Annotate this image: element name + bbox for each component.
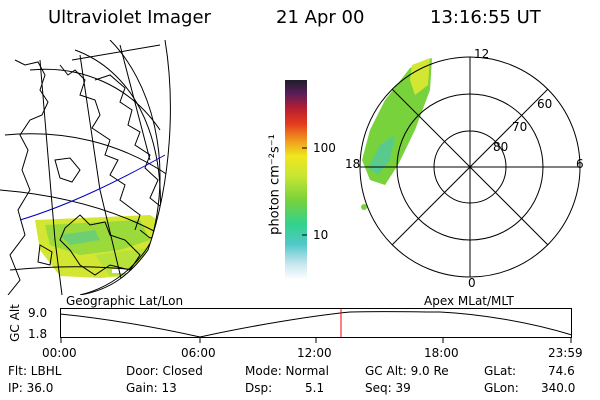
altitude-ylabel: GC Alt xyxy=(8,304,22,342)
colorbar-tick-10: 10 xyxy=(313,228,329,242)
latitude-line xyxy=(19,154,166,221)
status-glat-label: GLat: xyxy=(484,364,517,378)
apex-panel-label: Apex MLat/MLT xyxy=(424,294,514,308)
instrument-title: Ultraviolet Imager xyxy=(48,7,211,28)
status-filter: Flt: LBHL xyxy=(8,364,62,378)
status-mode: Mode: Normal xyxy=(245,364,329,378)
geographic-panel-label: Geographic Lat/Lon xyxy=(66,294,184,308)
status-gc-alt: GC Alt: 9.0 Re xyxy=(365,364,449,378)
colorbar-unit-label: photon cm⁻²s⁻¹ xyxy=(267,134,283,235)
header-date: 21 Apr 00 xyxy=(276,7,365,28)
color-scale-bar xyxy=(285,80,307,280)
altitude-xtick-0600: 06:00 xyxy=(181,346,216,360)
lat-label-70: 70 xyxy=(512,120,528,134)
status-door: Door: Closed xyxy=(126,364,203,378)
altitude-xtick-1800: 18:00 xyxy=(424,346,459,360)
polar-mlat-mlt-plot xyxy=(359,56,581,278)
altitude-xtick-0000: 00:00 xyxy=(42,346,77,360)
header-time: 13:16:55 UT xyxy=(430,7,541,28)
status-dsp-value: 5.1 xyxy=(305,381,325,395)
status-seq: Seq: 39 xyxy=(365,381,411,395)
status-glat-value: 74.6 xyxy=(548,364,575,378)
status-glon-label: GLon: xyxy=(484,381,519,395)
altitude-xtick-1200: 12:00 xyxy=(297,346,332,360)
mlt-label-12: 12 xyxy=(474,47,490,61)
altitude-ytick-1-8: 1.8 xyxy=(28,327,48,341)
status-dsp-label: Dsp: xyxy=(245,381,273,395)
status-ip: IP: 36.0 xyxy=(8,381,54,395)
lat-label-80: 80 xyxy=(493,140,509,154)
mlt-label-6: 6 xyxy=(576,157,584,171)
status-gain: Gain: 13 xyxy=(126,381,177,395)
altitude-ytick-9: 9.0 xyxy=(28,306,48,320)
mlt-label-18: 18 xyxy=(345,157,361,171)
altitude-xtick-2359: 23:59 xyxy=(548,346,583,360)
status-glon-value: 340.0 xyxy=(541,381,576,395)
mlt-label-0: 0 xyxy=(468,276,476,290)
colorbar-tick-100: 100 xyxy=(313,141,336,155)
geographic-map xyxy=(0,40,171,295)
orbit-altitude-plot xyxy=(60,308,573,343)
lat-label-60: 60 xyxy=(537,97,553,111)
